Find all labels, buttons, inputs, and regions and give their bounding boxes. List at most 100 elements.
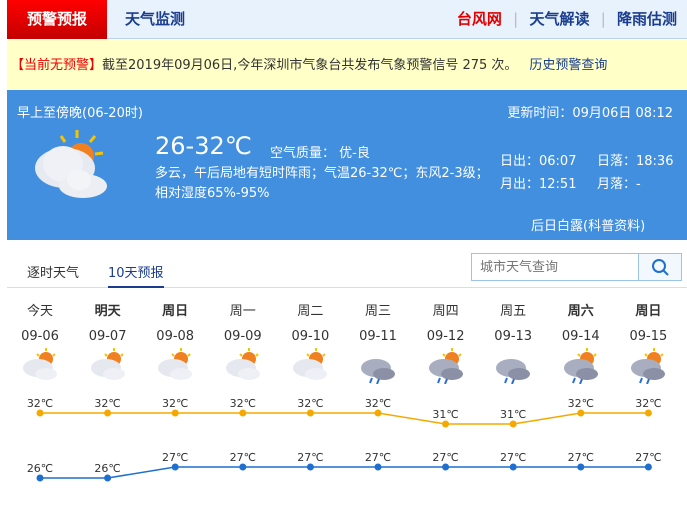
partly-cloudy-rain-icon <box>563 348 598 385</box>
alert-bar: 【当前无预警】截至2019年09月06日,今年深圳市气象台共发布气象预警信号 2… <box>7 40 687 90</box>
low-temp-point <box>239 463 247 471</box>
low-temp-label: 26℃ <box>27 462 53 475</box>
high-temp-label: 32℃ <box>297 397 323 410</box>
low-temp-point <box>577 463 585 471</box>
low-temp-label: 26℃ <box>94 462 120 475</box>
low-temp-point <box>644 463 652 471</box>
moonset: 月落：- <box>597 177 641 192</box>
low-temp-label: 27℃ <box>432 451 458 464</box>
forecast-day: 周日 09-15 <box>618 300 678 388</box>
forecast-day: 今天 09-06 <box>10 300 70 388</box>
alert-text: 截至2019年09月06日,今年深圳市气象台共发布气象预警信号 275 次。 <box>102 58 518 73</box>
link-weather-analysis[interactable]: 天气解读 <box>529 10 590 28</box>
high-temp-label: 32℃ <box>635 397 661 410</box>
high-temp-point <box>442 420 450 428</box>
partly-cloudy-icon <box>158 348 193 380</box>
forecast-day: 周四 09-12 <box>416 300 476 388</box>
high-temp-point <box>306 409 314 417</box>
cloudy-rain-icon <box>496 359 531 385</box>
forecast-day: 周日 09-08 <box>145 300 205 388</box>
high-temp-point <box>104 409 112 417</box>
low-temp-point <box>104 474 112 482</box>
weekday: 周六 <box>567 304 594 319</box>
date: 09-07 <box>88 329 127 344</box>
high-temp-label: 32℃ <box>94 397 120 410</box>
history-warning-link[interactable]: 历史预警查询 <box>529 58 608 73</box>
date: 09-08 <box>156 329 195 344</box>
divider: | <box>513 10 519 28</box>
forecast-tabs: 逐时天气 10天预报 <box>7 240 687 288</box>
date: 09-09 <box>223 329 262 344</box>
high-temp-label: 32℃ <box>162 397 188 410</box>
date: 09-11 <box>359 329 397 344</box>
cloudy-rain-icon <box>361 359 395 385</box>
partly-cloudy-icon <box>90 348 125 380</box>
forecast-day: 明天 09-07 <box>78 300 138 388</box>
partly-cloudy-icon <box>225 348 260 380</box>
high-temp-point <box>577 409 585 417</box>
current-weather-panel: 早上至傍晚(06-20时) 更新时间：09月06日 08:12 26-32℃ 空… <box>7 90 687 240</box>
weekday: 周三 <box>364 304 391 319</box>
low-temp-label: 27℃ <box>365 451 391 464</box>
date: 09-13 <box>494 329 533 344</box>
weekday: 周二 <box>297 304 324 319</box>
date: 09-15 <box>629 329 668 344</box>
sunset: 日落：18:36 <box>597 154 674 169</box>
weekday: 周一 <box>229 304 256 319</box>
divider: | <box>600 10 606 28</box>
low-temp-point <box>36 474 44 482</box>
forecast-day: 周一 09-09 <box>213 300 273 388</box>
date: 09-06 <box>21 329 59 344</box>
top-nav: 预警预报 天气监测 台风网 | 天气解读 | 降雨估测 <box>7 0 687 39</box>
high-temp-point <box>239 409 247 417</box>
partly-cloudy-rain-icon <box>428 348 463 385</box>
search-button[interactable] <box>638 254 681 280</box>
forecast-day: 周三 09-11 <box>348 300 408 388</box>
forecast-day: 周六 09-14 <box>551 300 611 388</box>
high-temp-point <box>374 409 382 417</box>
high-temp-label: 31℃ <box>500 408 526 421</box>
search-icon <box>652 259 669 276</box>
weekday: 周日 <box>162 304 189 319</box>
high-temp-point <box>36 409 44 417</box>
low-temp-label: 27℃ <box>297 451 323 464</box>
sunrise: 日出：06:07 <box>500 154 577 169</box>
date: 09-12 <box>426 329 465 344</box>
low-temp-label: 27℃ <box>500 451 526 464</box>
weekday: 周五 <box>500 304 527 319</box>
moonrise: 月出：12:51 <box>500 177 577 192</box>
high-temp-point <box>644 409 652 417</box>
low-temp-line <box>40 466 649 479</box>
link-typhoon[interactable]: 台风网 <box>456 10 502 28</box>
tab-ten-day[interactable]: 10天预报 <box>108 262 164 288</box>
high-temp-label: 32℃ <box>568 397 594 410</box>
forecast-day: 周五 09-13 <box>483 300 543 388</box>
period: 早上至傍晚(06-20时) <box>17 106 143 121</box>
low-temp-label: 27℃ <box>568 451 594 464</box>
air-quality: 空气质量： 优-良 <box>270 146 370 161</box>
science-link[interactable]: 后日白露(科普资料) <box>531 219 646 234</box>
date: 09-10 <box>291 329 330 344</box>
tab-hourly[interactable]: 逐时天气 <box>27 266 80 281</box>
city-search <box>471 253 682 281</box>
low-temp-point <box>171 463 179 471</box>
city-search-input[interactable] <box>472 254 638 280</box>
link-rain-estimate[interactable]: 降雨估测 <box>616 10 677 28</box>
date: 09-14 <box>561 329 600 344</box>
low-temp-label: 27℃ <box>635 451 661 464</box>
tab-weather-monitor[interactable]: 天气监测 <box>125 10 186 28</box>
forecast-day: 周二 09-10 <box>280 300 340 388</box>
low-temp-point <box>374 463 382 471</box>
high-temp-label: 32℃ <box>27 397 53 410</box>
weather-description: 多云，午后局地有短时阵雨；气温26-32℃；东风2-3级；相对湿度65%-95% <box>155 166 489 201</box>
temperature-range: 26-32℃ <box>155 132 252 160</box>
high-temp-line <box>40 412 649 425</box>
tab-warning-forecast[interactable]: 预警预报 <box>7 0 107 39</box>
weekday: 今天 <box>26 304 53 319</box>
low-temp-point <box>509 463 517 471</box>
weekday: 明天 <box>94 304 121 319</box>
high-temp-label: 32℃ <box>365 397 391 410</box>
weekday: 周日 <box>635 304 662 319</box>
low-temp-point <box>442 463 450 471</box>
high-temp-point <box>171 409 179 417</box>
